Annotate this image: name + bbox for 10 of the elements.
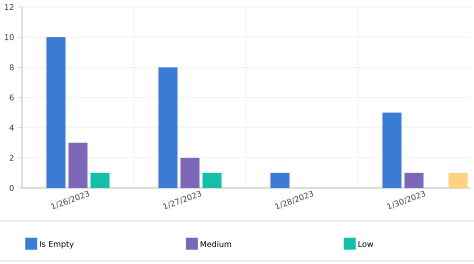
bar bbox=[270, 172, 290, 188]
bar bbox=[90, 172, 110, 188]
bar bbox=[404, 172, 424, 188]
bar bbox=[68, 142, 88, 188]
bar bbox=[46, 37, 66, 188]
bar bbox=[180, 158, 200, 188]
bar bbox=[158, 67, 178, 188]
bar bbox=[448, 172, 468, 188]
bar bbox=[202, 172, 222, 188]
bar bbox=[382, 112, 402, 188]
